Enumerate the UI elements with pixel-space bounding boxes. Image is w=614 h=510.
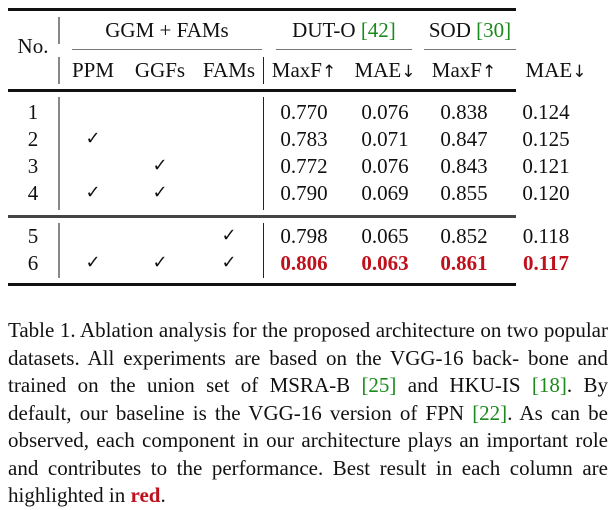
caption-text: . By default, our baseline is the VGG-16… bbox=[8, 373, 608, 425]
cell-dut-maxf: 0.783 bbox=[280, 127, 328, 151]
cell-dut-mae: 0.076 bbox=[361, 100, 409, 124]
dataset-name: SOD bbox=[428, 18, 471, 42]
cell-sod-maxf: 0.843 bbox=[440, 154, 488, 178]
cell-dut-maxf: 0.806 bbox=[280, 251, 328, 275]
header-sod-maxf: MaxF↑ bbox=[424, 58, 504, 84]
cell-sod-mae: 0.120 bbox=[522, 181, 570, 205]
cell-sod-maxf: 0.852 bbox=[440, 224, 488, 248]
cell-sod-mae: 0.124 bbox=[522, 100, 570, 124]
cell-sod-mae: 0.117 bbox=[522, 251, 570, 275]
metric-label: MaxF bbox=[431, 58, 482, 82]
citation-link[interactable]: [25] bbox=[361, 373, 397, 397]
cell-dut-mae: 0.063 bbox=[361, 251, 409, 275]
check-mark-icon: ✓ bbox=[85, 252, 101, 273]
check-mark-icon: ✓ bbox=[221, 225, 237, 246]
cell-sod-maxf: 0.855 bbox=[440, 181, 488, 205]
check-mark-icon: ✓ bbox=[152, 182, 168, 203]
metric-label: MAE bbox=[525, 58, 573, 82]
citation-link[interactable]: [42] bbox=[360, 18, 396, 42]
cell-dut-maxf: 0.798 bbox=[280, 224, 328, 248]
vline-no-body1 bbox=[58, 97, 60, 210]
header-dut-o: DUT-O [42] bbox=[276, 18, 412, 42]
dut-cmidrule bbox=[276, 49, 412, 50]
down-arrow-icon: ↓ bbox=[572, 62, 587, 82]
check-mark-icon: ✓ bbox=[221, 252, 237, 273]
cell-no: 1 bbox=[27, 100, 39, 124]
vline-no-top bbox=[58, 17, 60, 44]
check-mark-icon: ✓ bbox=[152, 252, 168, 273]
dataset-name: DUT-O bbox=[292, 18, 356, 42]
up-arrow-icon: ↑ bbox=[481, 62, 497, 82]
citation-link[interactable]: [30] bbox=[476, 18, 512, 42]
cell-sod-mae: 0.121 bbox=[522, 154, 570, 178]
cell-no: 4 bbox=[27, 181, 39, 205]
citation-link[interactable]: [22] bbox=[472, 400, 508, 425]
caption-text: and HKU-IS bbox=[396, 373, 532, 397]
header-sod-mae: MAE↓ bbox=[506, 58, 606, 84]
cell-dut-maxf: 0.790 bbox=[280, 181, 328, 205]
table-caption: Table 1. Ablation analysis for the propo… bbox=[8, 317, 608, 510]
vline-data-body2 bbox=[263, 223, 264, 278]
cell-sod-maxf: 0.847 bbox=[440, 127, 488, 151]
vline-data-body1 bbox=[263, 97, 264, 210]
caption-text: . As can be observed, each component in … bbox=[8, 400, 608, 508]
cell-sod-mae: 0.118 bbox=[522, 224, 570, 248]
vline-data-sub bbox=[263, 57, 264, 84]
up-arrow-icon: ↑ bbox=[321, 62, 337, 82]
header-dut-mae: MAE↓ bbox=[348, 58, 422, 84]
cell-no: 5 bbox=[27, 224, 39, 248]
bottom-rule bbox=[8, 283, 516, 286]
cell-dut-maxf: 0.770 bbox=[280, 100, 328, 124]
group-rule bbox=[8, 215, 516, 218]
header-ppm: PPM bbox=[71, 58, 115, 82]
sod-cmidrule bbox=[424, 49, 516, 50]
header-sod: SOD [30] bbox=[424, 18, 516, 42]
down-arrow-icon: ↓ bbox=[401, 62, 416, 82]
cell-sod-mae: 0.125 bbox=[522, 127, 570, 151]
header-fams: FAMs bbox=[202, 58, 256, 82]
check-mark-icon: ✓ bbox=[85, 128, 101, 149]
ggm-cmidrule bbox=[72, 49, 262, 50]
cell-sod-maxf: 0.838 bbox=[440, 100, 488, 124]
cell-dut-mae: 0.069 bbox=[361, 181, 409, 205]
header-ggm-fams: GGM + FAMs bbox=[105, 18, 229, 42]
header-ggfs: GGFs bbox=[134, 58, 186, 82]
cell-no: 2 bbox=[27, 127, 39, 151]
caption-text: Table 1. Ablation analysis for the propo… bbox=[8, 318, 608, 397]
cell-dut-maxf: 0.772 bbox=[280, 154, 328, 178]
header-no: No. bbox=[17, 34, 49, 58]
caption-text: . bbox=[160, 483, 166, 507]
check-mark-icon: ✓ bbox=[85, 182, 101, 203]
cell-dut-mae: 0.076 bbox=[361, 154, 409, 178]
cell-no: 6 bbox=[27, 251, 39, 275]
check-mark-icon: ✓ bbox=[152, 155, 168, 176]
citation-link[interactable]: [18] bbox=[531, 373, 567, 397]
header-rule bbox=[8, 89, 516, 92]
cell-dut-mae: 0.071 bbox=[361, 127, 409, 151]
cell-no: 3 bbox=[27, 154, 39, 178]
top-rule bbox=[8, 8, 516, 11]
cell-sod-maxf: 0.861 bbox=[440, 251, 488, 275]
header-dut-maxf: MaxF↑ bbox=[264, 58, 344, 84]
metric-label: MAE bbox=[354, 58, 402, 82]
vline-no-sub bbox=[58, 57, 60, 84]
paper-page: No. GGM + FAMs DUT-O [42] SOD [30] PPM G… bbox=[8, 8, 608, 507]
cell-dut-mae: 0.065 bbox=[361, 224, 409, 248]
metric-label: MaxF bbox=[271, 58, 322, 82]
highlight-red-word: red bbox=[130, 483, 161, 507]
vline-no-body2 bbox=[58, 223, 60, 278]
